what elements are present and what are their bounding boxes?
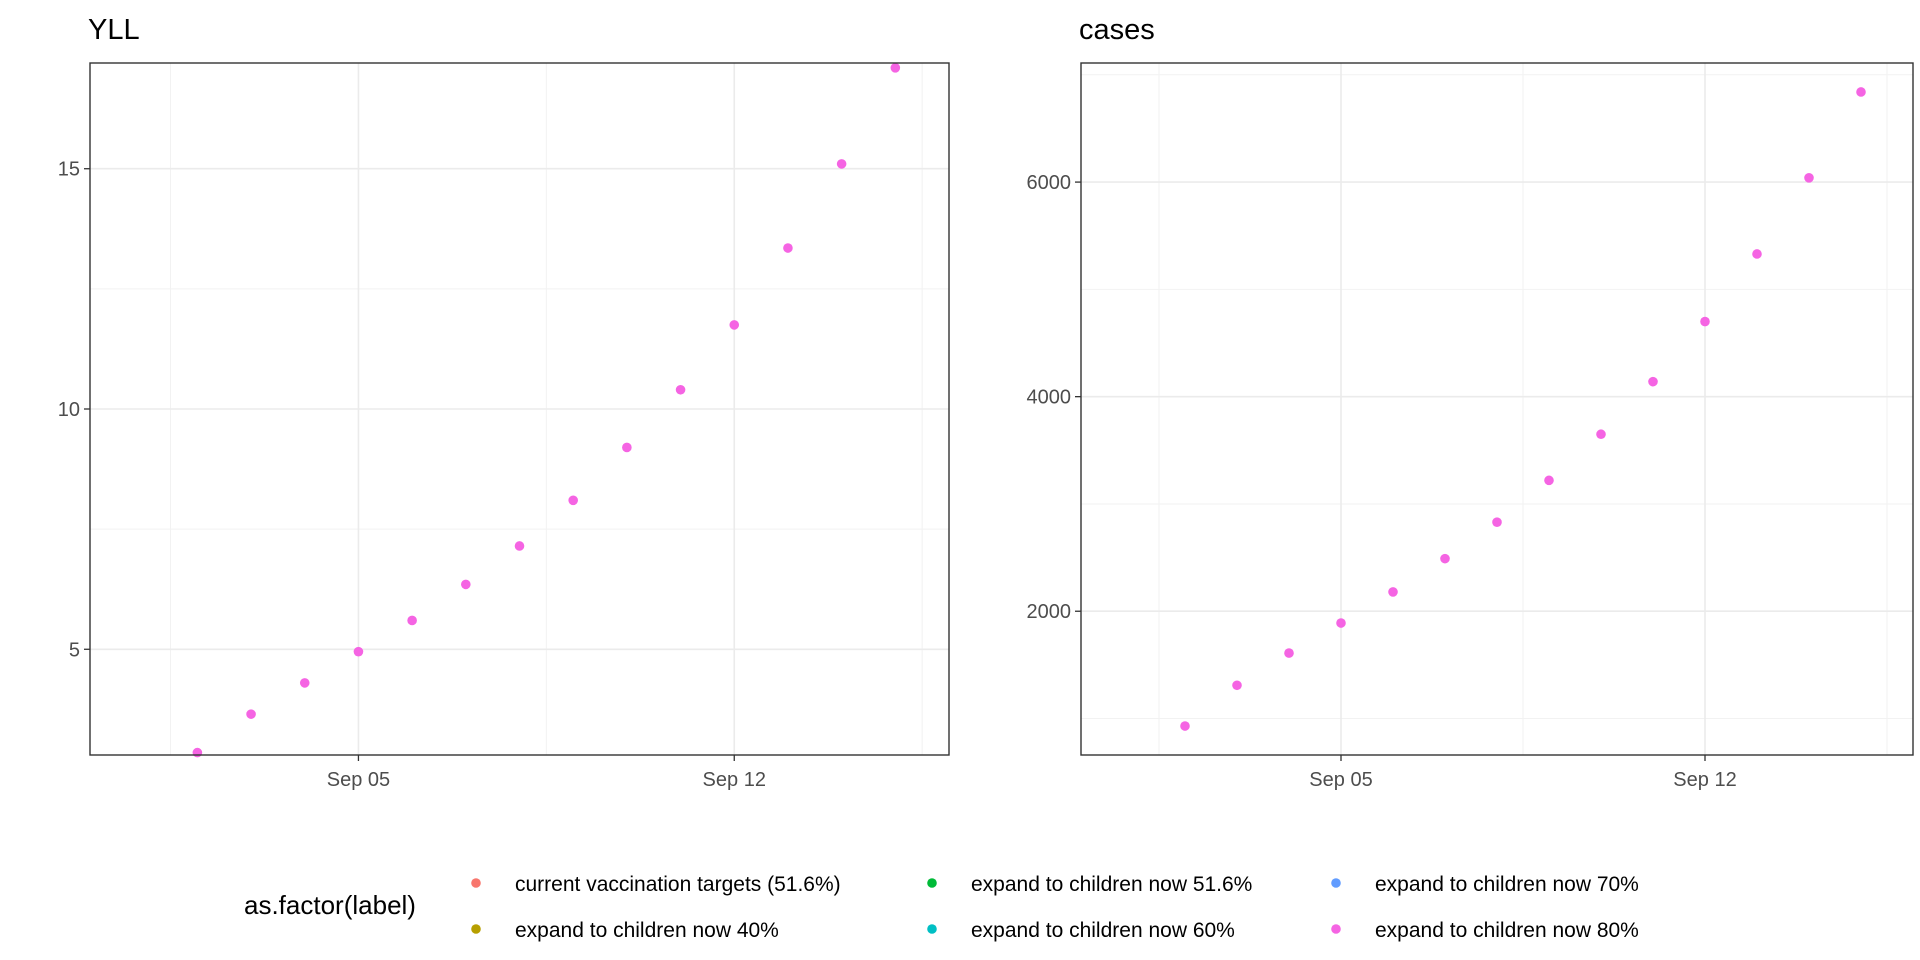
- data-point: [1388, 587, 1398, 597]
- x-axis-yll: Sep 05 Sep 12: [327, 755, 766, 791]
- data-point: [461, 579, 471, 590]
- data-point: [1596, 429, 1606, 440]
- data-point: [836, 159, 847, 169]
- data-point: [675, 384, 686, 395]
- data-point: [1752, 249, 1762, 259]
- data-point: [192, 747, 203, 758]
- legend-label: expand to children now 40%: [515, 919, 779, 942]
- data-point: [1804, 172, 1814, 183]
- legend-items: current vaccination targets (51.6%) expan…: [471, 873, 1639, 942]
- y-tick-label: 4000: [1027, 387, 1072, 409]
- points-cases: [1180, 87, 1866, 731]
- data-point: [407, 615, 417, 626]
- minor-grid-cases: [1081, 63, 1913, 755]
- y-tick-label: 10: [58, 399, 80, 421]
- panel-title-cases: cases: [1079, 14, 1155, 46]
- panel-border-cases: [1080, 62, 1914, 756]
- x-tick-label: Sep 05: [327, 769, 390, 791]
- legend-title: as.factor(label): [244, 890, 416, 920]
- data-point: [246, 709, 256, 719]
- data-point: [1544, 475, 1554, 486]
- legend-key: [927, 924, 937, 934]
- panel-cases: cases 2000 4000 6000 Sep 05 Sep 12: [1027, 14, 1914, 791]
- legend-label: expand to children now 60%: [971, 919, 1235, 942]
- data-point: [568, 495, 578, 506]
- data-point: [1232, 680, 1242, 691]
- legend-label: expand to children now 51.6%: [971, 873, 1252, 896]
- data-point: [514, 541, 525, 551]
- legend-label: expand to children now 80%: [1375, 919, 1639, 942]
- data-point: [1284, 648, 1294, 658]
- data-point: [1336, 618, 1346, 628]
- x-tick-label: Sep 12: [1673, 769, 1736, 791]
- y-tick-label: 6000: [1027, 172, 1072, 194]
- legend: as.factor(label) current vaccination tar…: [244, 873, 1639, 942]
- legend-label: current vaccination targets (51.6%): [515, 873, 841, 896]
- data-point: [729, 320, 740, 330]
- y-tick-label: 15: [58, 159, 80, 181]
- major-grid-yll: [90, 63, 949, 755]
- legend-label: expand to children now 70%: [1375, 873, 1639, 896]
- data-point: [783, 243, 793, 253]
- x-tick-label: Sep 12: [703, 769, 766, 791]
- panel-yll: YLL 5 10 15 Sep 05 Sep 12: [58, 14, 950, 791]
- data-point: [1492, 517, 1502, 527]
- y-axis-cases: 2000 4000 6000: [1027, 172, 1081, 623]
- data-point: [299, 678, 310, 688]
- y-axis-yll: 5 10 15: [58, 159, 90, 661]
- data-point: [622, 442, 632, 453]
- legend-key: [471, 878, 481, 888]
- data-point: [353, 646, 364, 657]
- data-point: [1440, 553, 1450, 564]
- data-point: [1856, 87, 1866, 97]
- legend-key: [1331, 924, 1341, 934]
- legend-key: [471, 924, 481, 934]
- data-point: [1648, 376, 1658, 387]
- y-tick-label: 5: [69, 639, 80, 661]
- legend-key: [1331, 878, 1341, 888]
- data-point: [890, 63, 901, 73]
- data-point: [1180, 721, 1190, 731]
- major-grid-cases: [1081, 63, 1913, 755]
- x-tick-label: Sep 05: [1309, 769, 1372, 791]
- panel-title-yll: YLL: [88, 14, 140, 46]
- data-point: [1700, 316, 1710, 327]
- x-axis-cases: Sep 05 Sep 12: [1309, 755, 1737, 791]
- y-tick-label: 2000: [1027, 601, 1072, 623]
- legend-key: [927, 878, 937, 888]
